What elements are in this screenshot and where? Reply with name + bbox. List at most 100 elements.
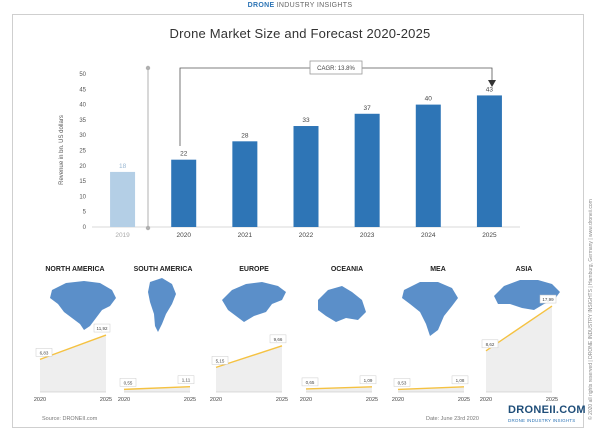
bar-2025: [476, 95, 502, 227]
region-value-box: [359, 375, 377, 385]
region-value-label: 11,92: [97, 326, 108, 331]
region-value-box: [119, 378, 137, 387]
region-x-label: 2025: [458, 397, 470, 403]
region-value-box: [451, 375, 469, 385]
region-name-asia: ASIA: [515, 266, 533, 273]
region-area-3: [306, 386, 372, 392]
oceania-map: [318, 286, 366, 322]
region-name-south-america: SOUTH AMERICA: [133, 266, 193, 273]
region-x-label: 2020: [118, 397, 130, 403]
region-value-box: [481, 339, 499, 349]
region-x-label: 2020: [34, 397, 46, 403]
region-x-label: 2025: [546, 397, 558, 403]
bar-2021: [232, 141, 258, 227]
divider-dot-top: [145, 65, 151, 71]
region-x-label: 2025: [184, 397, 196, 403]
region-value-label: 1,11: [182, 378, 191, 383]
region-value-label: 8,62: [486, 342, 495, 347]
chart-frame: [12, 14, 584, 428]
brand-suffix: INDUSTRY INSIGHTS: [276, 2, 353, 9]
bar-value-label: 43: [486, 86, 494, 93]
region-value-label: 0,55: [124, 380, 133, 385]
region-name-europe: EUROPE: [239, 266, 269, 273]
region-value-label: 0,53: [398, 380, 407, 385]
region-value-box: [35, 348, 53, 357]
region-area-0: [40, 335, 106, 392]
x-tick-label: 2024: [421, 232, 436, 239]
region-value-box: [539, 294, 557, 304]
bar-value-label: 37: [364, 105, 372, 112]
y-tick-label: 30: [79, 133, 86, 139]
chart-title: Drone Market Size and Forecast 2020-2025: [169, 26, 431, 41]
bar-value-label: 22: [180, 151, 188, 158]
y-tick-label: 0: [83, 225, 87, 231]
cagr-box: [309, 60, 363, 75]
x-tick-label: 2022: [299, 232, 314, 239]
region-x-label: 2020: [300, 397, 312, 403]
region-x-label: 2020: [210, 397, 222, 403]
bar-2022: [293, 126, 319, 227]
date-note: Date: June 23rd 2020: [426, 416, 479, 422]
source-note: Source: DRONEII.com: [42, 416, 98, 422]
droneii-logo-subtitle: DRONE INDUSTRY INSIGHTS: [508, 418, 576, 423]
region-value-label: 1,09: [364, 378, 373, 383]
bar-value-label: 40: [425, 96, 433, 103]
region-value-box: [393, 378, 411, 387]
y-tick-label: 45: [79, 87, 86, 93]
region-value-label: 17,99: [542, 297, 554, 302]
bar-2023: [354, 113, 380, 227]
bar-value-label: 28: [241, 132, 249, 139]
x-tick-label: 2021: [238, 232, 253, 239]
south-america-map: [148, 278, 176, 332]
bar-2020: [171, 159, 197, 227]
x-tick-label: 2023: [360, 232, 375, 239]
region-trend-line: [123, 385, 191, 391]
north-america-map: [50, 281, 116, 330]
cagr-label: CAGR: 13.8%: [317, 66, 355, 72]
region-value-label: 9,66: [274, 337, 283, 342]
region-value-label: 5,15: [216, 358, 225, 363]
region-x-label: 2025: [366, 397, 378, 403]
y-axis-label: Revenue in bn. US dollars: [59, 115, 65, 185]
y-tick-label: 5: [83, 210, 87, 216]
y-tick-label: 10: [79, 194, 86, 200]
region-value-box: [93, 323, 111, 333]
y-tick-label: 15: [79, 179, 86, 185]
region-value-label: 1,08: [456, 378, 465, 383]
brand-header: DRONE INDUSTRY INSIGHTS: [0, 2, 600, 9]
bar-value-label: 18: [119, 163, 127, 170]
cagr-arrow-head: [488, 80, 496, 87]
brand-prefix: DRONE: [247, 2, 275, 9]
region-value-box: [211, 356, 229, 365]
region-value-label: 6,83: [40, 350, 49, 355]
region-x-label: 2020: [392, 397, 404, 403]
region-area-5: [486, 306, 552, 392]
bar-2019: [110, 171, 136, 227]
region-value-box: [301, 377, 319, 387]
region-x-label: 2025: [276, 397, 288, 403]
region-area-charts: 6,83 11,92 2020 2025 0,55 1,11 2020 2025 5,15 9,6…: [34, 294, 558, 403]
divider-dot-bottom: [145, 225, 151, 231]
bars: 18 22 28 33 37 40 43: [110, 86, 502, 227]
droneii-logo: DRONEII.COM: [508, 404, 586, 416]
region-x-label: 2020: [480, 397, 492, 403]
cagr-annotation: CAGR: 13.8%: [145, 60, 496, 231]
mea-map: [402, 282, 458, 336]
y-tick-label: 35: [79, 118, 86, 124]
region-area-2: [216, 345, 282, 392]
bar-2024: [415, 104, 441, 227]
region-trend-line: [305, 386, 373, 390]
y-tick-label: 50: [79, 72, 86, 78]
region-maps: [50, 278, 560, 336]
x-tick-label: 2019: [115, 232, 130, 239]
europe-map: [222, 282, 286, 322]
y-tick-label: 40: [79, 103, 86, 109]
region-value-label: 0,65: [306, 380, 315, 385]
region-name-mea: MEA: [430, 266, 446, 273]
region-name-north-america: NORTH AMERICA: [45, 266, 105, 273]
region-trend-line: [397, 386, 465, 391]
region-x-label: 2025: [100, 397, 112, 403]
x-axis-ticks: 2019 2020 2021 2022 2023 2024 2025: [115, 232, 497, 239]
bar-value-label: 33: [302, 117, 310, 124]
